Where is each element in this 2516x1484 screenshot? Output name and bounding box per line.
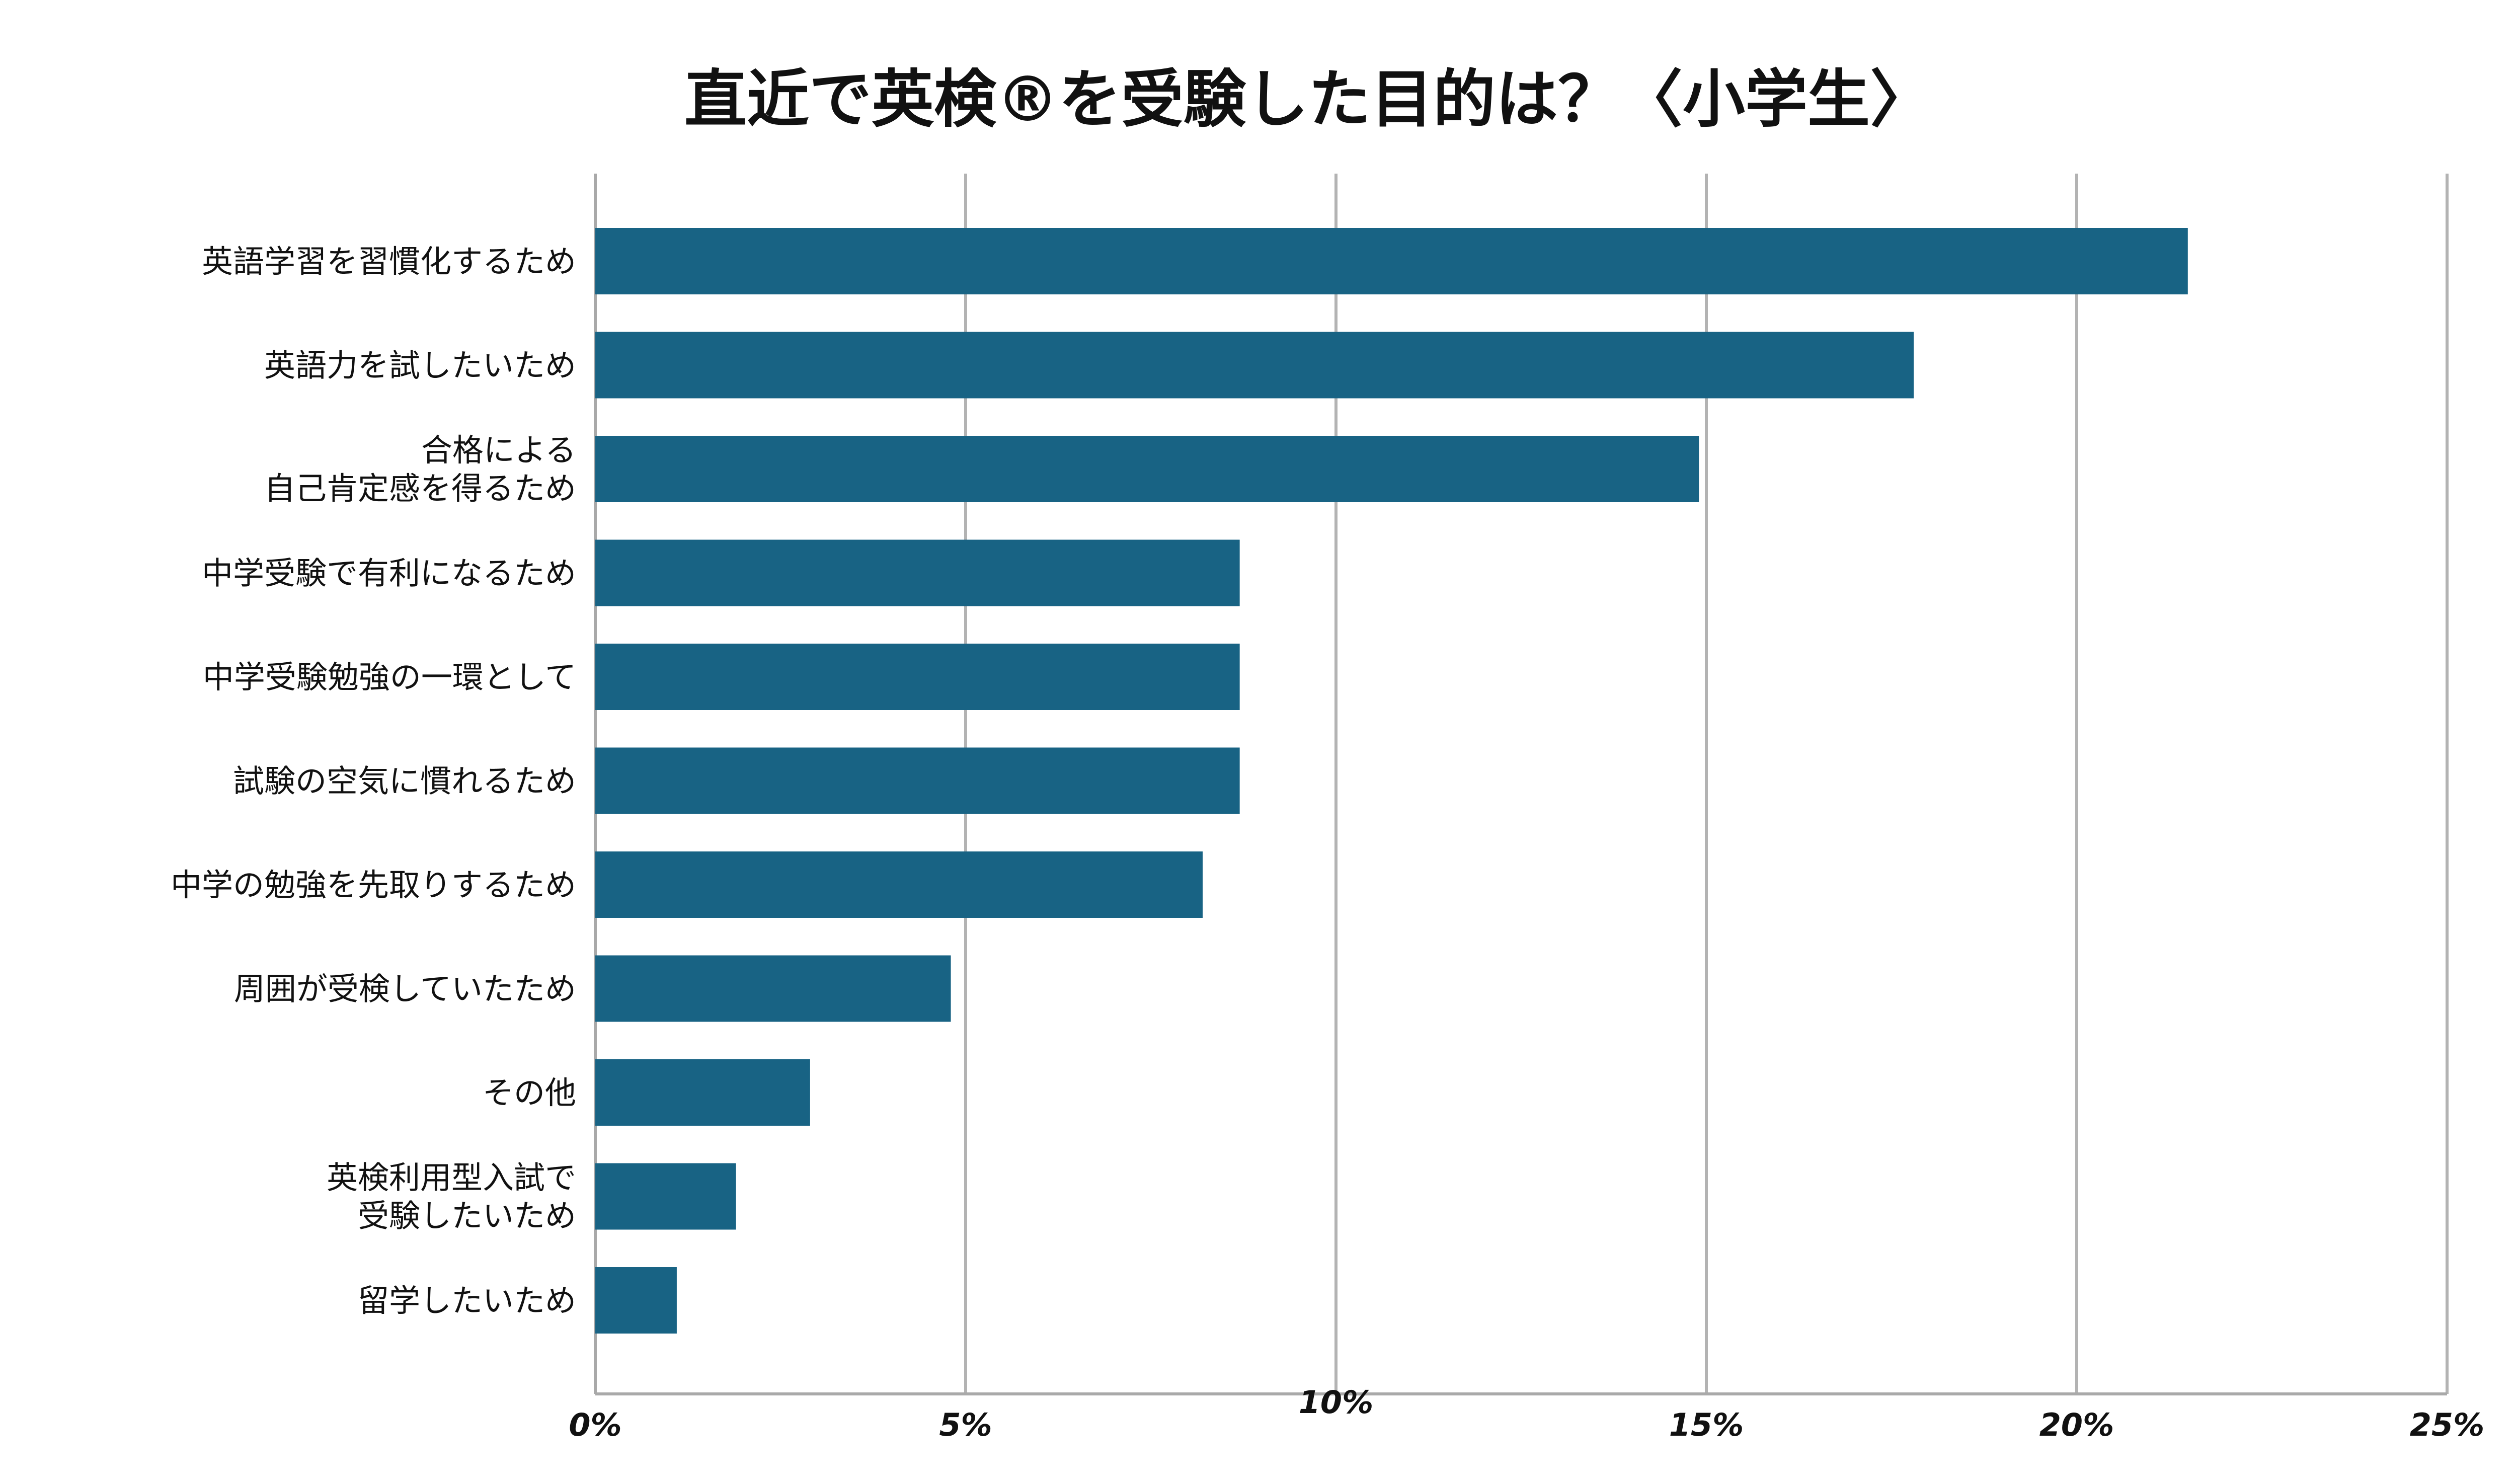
bar-4 (595, 644, 1240, 710)
category-label: 試験の空気に慣れるため (233, 763, 576, 800)
x-tick-label-25: 25% (2410, 1407, 2484, 1443)
bar-5 (595, 747, 1240, 814)
bars (595, 228, 2188, 1334)
bar-3 (595, 539, 1240, 606)
category-label: 合格による自己肯定感を得るため (264, 432, 576, 507)
x-tick-labels: 0% 5% 10% 15% 20% 25% (569, 1384, 2484, 1443)
category-label: その他 (483, 1074, 576, 1111)
category-labels: 英語学習を習慣化するため英語力を試したいため合格による自己肯定感を得るため中学受… (171, 243, 576, 1319)
category-label: 中学受験勉強の一環として (203, 659, 576, 695)
bar-10 (595, 1267, 677, 1334)
bar-0 (595, 228, 2188, 294)
category-label: 英語力を試したいため (264, 347, 576, 384)
bar-1 (595, 332, 1914, 399)
category-label: 中学の勉強を先取りするため (171, 867, 576, 903)
category-label: 周囲が受検していたため (234, 971, 576, 1007)
bar-6 (595, 851, 1203, 918)
x-tick-label-5: 5% (939, 1407, 992, 1443)
bar-9 (595, 1163, 736, 1230)
category-label: 英語学習を習慣化するため (202, 243, 576, 280)
category-label: 英検利用型入試で受験したいため (327, 1159, 576, 1234)
chart-title: 直近で英検®を受験した目的は？〈小学生〉 (684, 63, 1932, 136)
bar-2 (595, 436, 1699, 502)
category-label: 中学受験で有利になるため (202, 555, 576, 592)
x-tick-label-15: 15% (1669, 1407, 1744, 1443)
category-label: 留学したいため (358, 1282, 576, 1319)
bar-8 (595, 1059, 810, 1126)
x-tick-label-20: 20% (2039, 1407, 2114, 1443)
bar-7 (595, 955, 951, 1022)
x-tick-label-0: 0% (569, 1407, 621, 1443)
x-tick-label-10: 10% (1299, 1384, 1373, 1421)
